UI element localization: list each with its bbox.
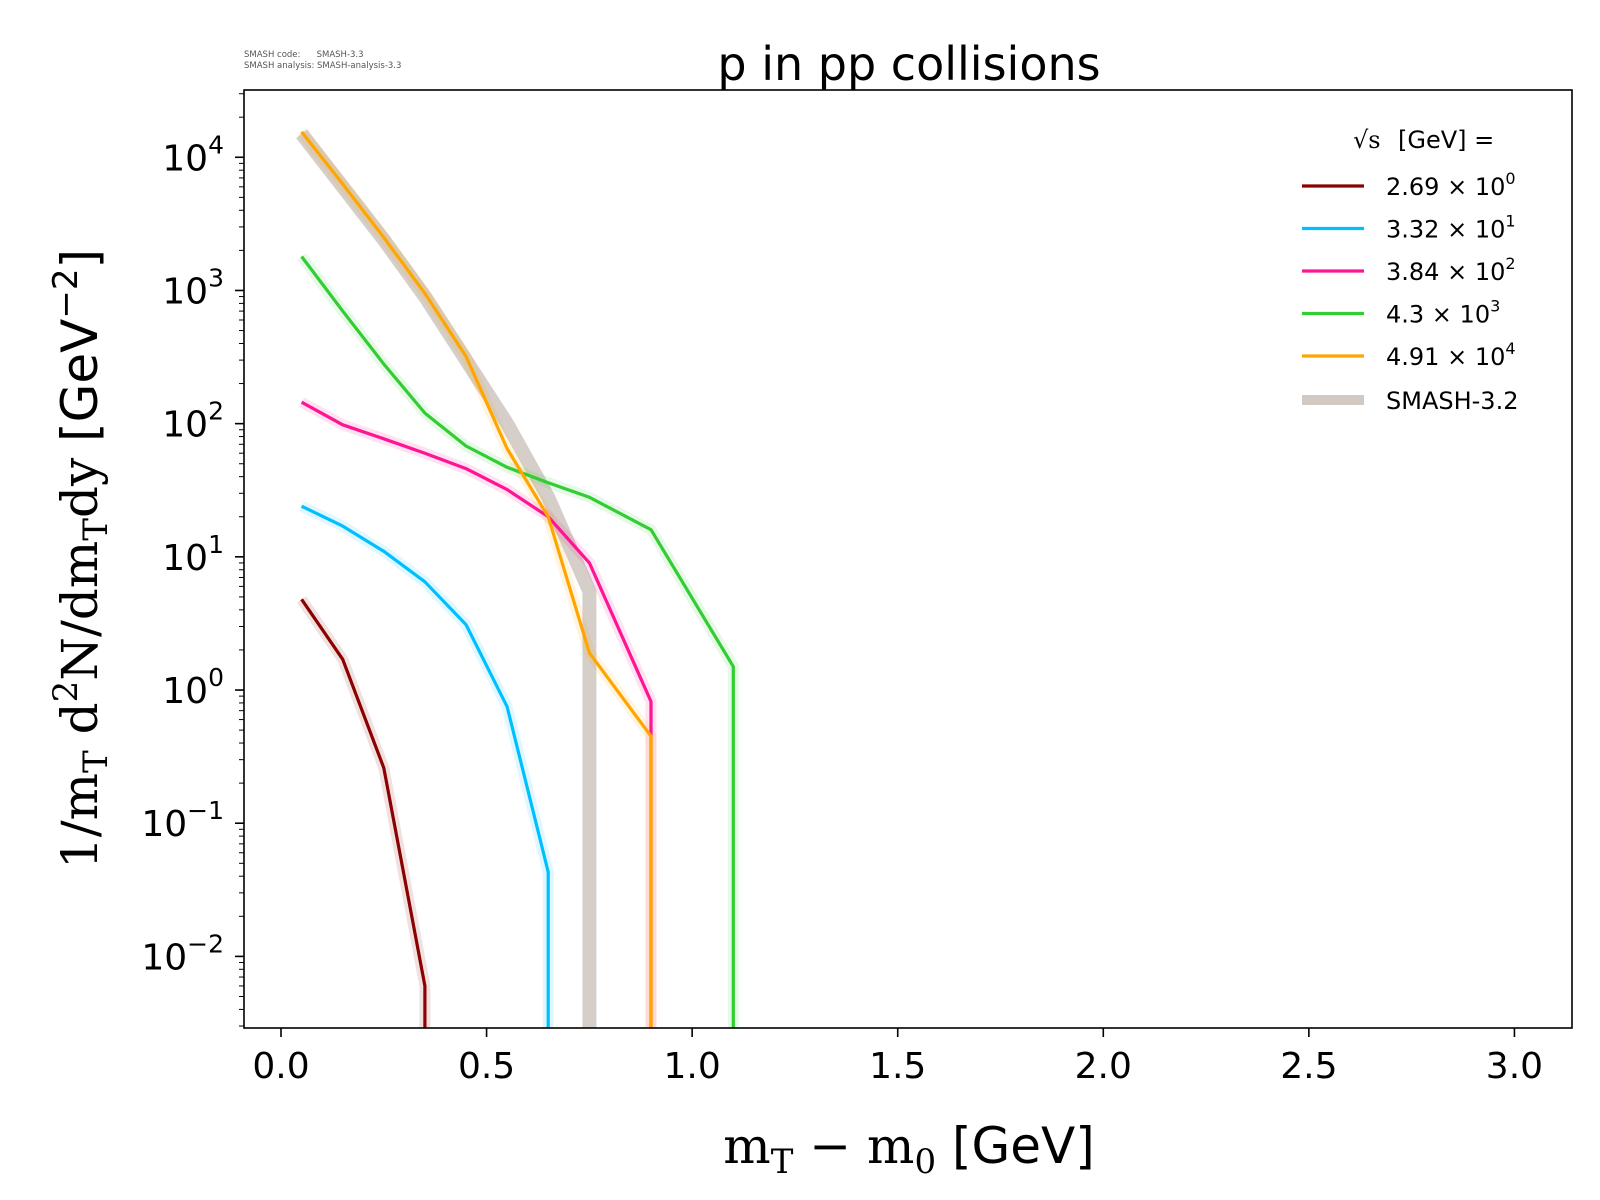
y-tick-base: 10 [162,538,208,579]
legend-label-smash-3-2: SMASH-3.2 [1386,387,1518,415]
series-line-4 [300,130,653,1028]
x-tick-label: 2.0 [1075,1046,1132,1087]
x-label-sub-t: T [771,1142,794,1182]
x-tick-label: 2.5 [1280,1046,1337,1087]
y-label-unit-end: ] [51,249,109,269]
y-label-b-sup: 2 [46,681,86,703]
y-tick-exponent: 1 [208,530,224,559]
series-line-1 [300,504,550,1028]
y-tick-base: 10 [141,804,187,845]
legend-base: 10 [1475,258,1506,286]
legend-mantissa: 4.91 [1386,343,1447,371]
legend-title: [GeV] = [1398,126,1494,154]
legend-mantissa: 3.84 [1386,258,1447,286]
legend-exponent: 2 [1505,254,1515,273]
y-label-b: d [51,702,109,750]
x-label-m: m [723,1117,770,1175]
y-tick-label: 103 [162,263,224,312]
x-tick-label: 3.0 [1486,1046,1543,1087]
legend-times: × [1447,343,1475,371]
y-label-a: 1/m [51,773,109,869]
y-tick-base: 10 [162,138,208,179]
legend-label-2: 3.84 × 102 [1386,254,1516,286]
series-line-2 [300,400,653,1028]
plot-frame [243,89,1573,1029]
legend-exponent: 4 [1505,339,1515,358]
legend-label-4: 4.91 × 104 [1386,339,1516,371]
legend-times: × [1447,173,1475,201]
x-axis-label: mT − m0 [GeV] [723,1117,1094,1182]
legend-base: 10 [1475,216,1506,244]
legend-label-0: 2.69 × 100 [1386,169,1516,201]
x-tick-label: 1.0 [664,1046,721,1087]
x-axis-ticks: 0.0 0.5 1.0 1.5 2.0 2.5 3.0 [252,1028,1543,1087]
y-tick-base: 10 [162,271,208,312]
series-line-layer [300,130,735,1028]
y-tick-exponent: 3 [208,263,224,292]
legend-mantissa: 3.32 [1386,216,1447,244]
legend-times: × [1447,216,1475,244]
y-tick-exponent: 2 [208,397,224,426]
x-tick-label: 0.0 [252,1046,309,1087]
y-tick-exponent: 0 [208,663,224,692]
legend-exponent: 3 [1490,297,1500,316]
y-tick-label: 102 [162,397,224,446]
y-label-unit-sup: −2 [46,268,86,318]
x-label-unit: [GeV] [936,1117,1095,1175]
y-label-c: N/dm [51,541,109,681]
legend-label-1: 3.32 × 101 [1386,212,1516,244]
y-tick-base: 10 [162,671,208,712]
legend-exponent: 1 [1505,212,1515,231]
y-tick-exponent: −2 [187,929,224,958]
x-tick-label: 0.5 [458,1046,515,1087]
y-tick-label: 104 [162,130,224,179]
y-label-a-sub: T [76,750,116,773]
y-label-c-sub: T [76,518,116,541]
x-label-sub-0: 0 [914,1142,936,1182]
y-tick-exponent: −1 [187,796,224,825]
legend-title-sqrt-s: √s [1353,126,1381,154]
chart-title: p in pp collisions [717,37,1100,91]
plot-area [244,90,1572,1028]
y-tick-exponent: 4 [208,130,224,159]
y-label-unit: [GeV [51,319,109,458]
y-tick-label: 10−2 [141,929,224,978]
legend-base: 10 [1475,343,1506,371]
x-label-minus-m: − m [793,1117,914,1175]
legend-mantissa: 4.3 [1386,301,1432,329]
y-tick-base: 10 [162,405,208,446]
series-line-0 [300,598,427,1028]
legend-base: 10 [1460,301,1491,329]
legend-base: 10 [1475,173,1506,201]
y-tick-label: 101 [162,530,224,579]
smash-code-version: SMASH code: SMASH-3.3 [244,50,364,60]
y-axis-label: 1/mT d2N/dmTdy [GeV−2] [46,249,116,869]
smash-analysis-version: SMASH analysis: SMASH-analysis-3.3 [244,61,402,71]
legend-exponent: 0 [1505,169,1515,188]
legend-times: × [1432,301,1460,329]
legend-times: × [1447,258,1475,286]
y-tick-base: 10 [141,937,187,978]
y-label-d: dy [51,457,109,518]
y-tick-label: 10−1 [141,796,224,845]
legend-label-3: 4.3 × 103 [1386,297,1500,329]
x-tick-label: 1.5 [869,1046,926,1087]
legend-mantissa: 2.69 [1386,173,1447,201]
y-tick-label: 100 [162,663,224,712]
series-line-3 [300,255,735,1028]
